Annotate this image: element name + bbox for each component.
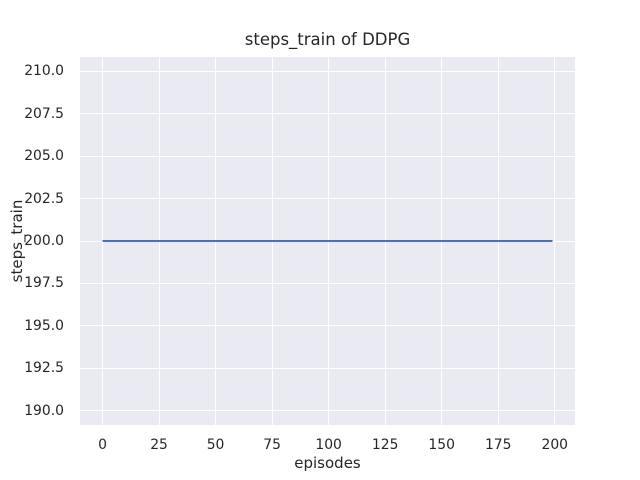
y-tick-label: 197.5	[24, 275, 64, 292]
y-tick-label: 192.5	[24, 360, 64, 377]
x-tick-label: 175	[484, 437, 512, 453]
y-tick-label: 195.0	[24, 317, 64, 334]
line-layer	[102, 240, 553, 242]
x-tick-label: 25	[150, 437, 168, 453]
y-gridline	[80, 282, 575, 284]
x-tick-label: 125	[371, 437, 399, 453]
y-gridline	[80, 155, 575, 157]
x-tick-label: 50	[206, 437, 225, 453]
x-gridline	[554, 57, 556, 425]
y-tick-label: 205.0	[24, 148, 64, 165]
y-gridline	[80, 198, 575, 200]
y-tick-label: 200.0	[24, 233, 64, 249]
y-gridline	[80, 410, 575, 412]
y-gridline	[80, 367, 575, 369]
x-axis-label: episodes	[294, 454, 361, 472]
y-tick-label: 190.0	[24, 402, 64, 419]
x-tick-label: 0	[98, 437, 107, 453]
y-gridline	[80, 325, 575, 327]
x-tick-label: 100	[315, 437, 342, 453]
y-tick-label: 207.5	[24, 105, 64, 122]
chart-title: steps_train of DDPG	[244, 30, 411, 49]
x-tick-label: 75	[263, 437, 281, 453]
y-tick-label: 210.0	[24, 63, 64, 80]
axes: steps_train of DDPG episodes steps_train…	[8, 30, 575, 472]
y-gridline	[80, 113, 575, 115]
y-tick-label: 202.5	[24, 190, 64, 207]
x-tick-label: 200	[541, 437, 569, 453]
x-tick-label: 150	[428, 437, 455, 453]
y-gridline	[80, 70, 575, 72]
